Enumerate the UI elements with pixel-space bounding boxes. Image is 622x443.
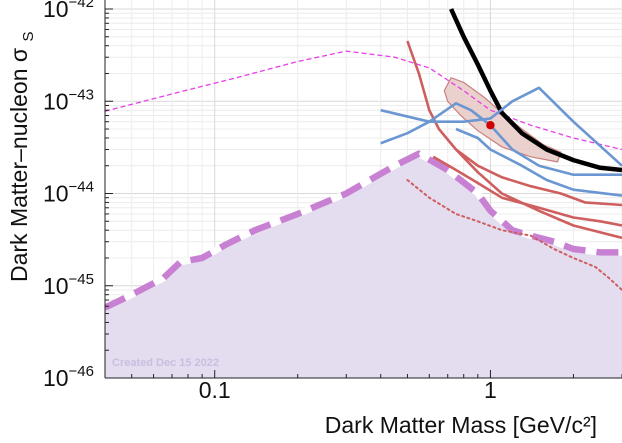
series-line-3 (449, 8, 622, 173)
y-tick-exponent: −46 (69, 363, 94, 380)
x-tick-labels: 0.1 1 (199, 377, 497, 403)
series-line-8 (380, 86, 622, 167)
best-fit-point (486, 121, 495, 130)
x-tick-label: 1 (484, 377, 497, 403)
y-tick-exponent: −45 (69, 271, 94, 288)
y-tick-label: 10−43 (43, 86, 94, 114)
y-tick-label: 10−42 (43, 0, 94, 22)
series-line-7 (406, 179, 622, 291)
y-tick-base: 10 (43, 273, 69, 299)
y-tick-base: 10 (43, 365, 69, 391)
y-tick-base: 10 (43, 0, 69, 22)
y-axis-title: Dark Matter–nucleon σ S (6, 32, 37, 282)
watermark: Created Dec 15 2022 (112, 357, 219, 369)
axes (104, 0, 622, 379)
y-axis-title-subscript: S (20, 32, 37, 42)
y-tick-exponent: −44 (69, 179, 94, 196)
x-axis-title: Dark Matter Mass [GeV/c²] (325, 412, 597, 438)
y-tick-exponent: −42 (69, 0, 94, 11)
plot-area: Created Dec 15 2022 (105, 8, 622, 378)
y-tick-exponent: −43 (69, 86, 94, 103)
watermark-layer: Created Dec 15 2022 (112, 357, 219, 369)
series-line-4 (406, 40, 622, 207)
series-line-10 (455, 127, 622, 197)
x-tick-label: 0.1 (199, 377, 231, 403)
y-tick-base: 10 (43, 181, 69, 207)
series-line-1 (105, 150, 622, 311)
series-line-9 (380, 102, 622, 176)
y-axis-title-text: Dark Matter–nucleon σ (6, 48, 32, 282)
series-layer (105, 8, 622, 311)
y-tick-label: 10−44 (43, 179, 94, 207)
excluded-region-layer (105, 153, 622, 378)
y-tick-label: 10−46 (43, 363, 94, 391)
excluded-region-fill (105, 153, 622, 378)
svg-text:Dark Matter–nucleon σ S: Dark Matter–nucleon σ S (6, 32, 37, 282)
series-line-2 (105, 50, 622, 151)
y-tick-base: 10 (43, 88, 69, 114)
series-line-6 (455, 148, 622, 240)
y-tick-label: 10−45 (43, 271, 94, 299)
